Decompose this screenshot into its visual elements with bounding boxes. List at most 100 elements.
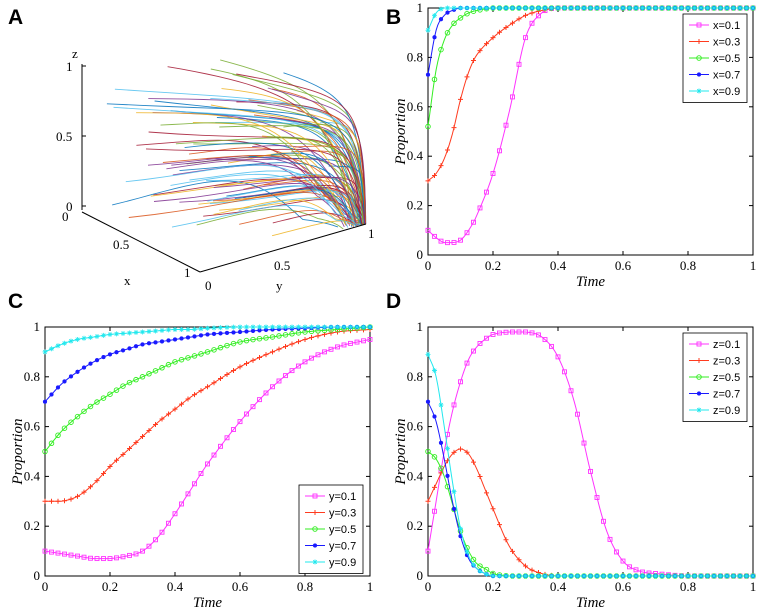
trajectory-curve <box>184 142 353 227</box>
panel-letter-b: B <box>386 6 401 29</box>
legend-label: z=0.3 <box>713 356 740 368</box>
data-point <box>289 331 295 337</box>
data-point <box>659 5 665 11</box>
data-point <box>750 5 756 11</box>
data-point <box>458 5 463 11</box>
trajectory-curve <box>136 139 347 226</box>
data-point <box>289 324 295 330</box>
data-point <box>166 520 171 526</box>
data-point <box>276 324 282 330</box>
data-point <box>263 324 269 330</box>
data-point <box>179 326 184 332</box>
data-point <box>55 550 61 556</box>
data-point <box>224 342 230 349</box>
data-point <box>55 498 61 504</box>
data-point <box>237 364 243 370</box>
y-tick-label: 0 <box>34 568 41 583</box>
data-point <box>205 461 210 467</box>
data-point <box>692 5 697 11</box>
data-point <box>529 10 535 16</box>
x-tick-label: 0.4 <box>550 579 567 594</box>
data-point <box>705 5 710 11</box>
data-point <box>594 573 600 579</box>
data-point <box>744 573 749 579</box>
data-point <box>107 352 113 357</box>
data-point <box>438 402 444 408</box>
legend-label: z=0.7 <box>713 389 740 401</box>
legend-marker <box>696 341 702 347</box>
legend-entry: z=0.7 <box>689 389 740 401</box>
legend: x=0.1 x=0.3 x=0.5 x=0.7 x=0.9 <box>682 13 748 103</box>
legend-entry: x=0.5 <box>689 53 740 65</box>
trajectory-curve <box>239 210 358 227</box>
data-point <box>425 448 431 455</box>
data-point <box>627 573 632 579</box>
data-point <box>588 468 593 474</box>
data-point <box>276 378 282 384</box>
data-point <box>153 340 158 345</box>
data-point <box>88 484 93 490</box>
y-axis-label: Proportion <box>393 418 409 485</box>
data-point <box>146 371 152 377</box>
data-point <box>607 573 613 579</box>
x-tick-label: 0.2 <box>485 579 501 594</box>
data-point <box>192 392 197 398</box>
data-point <box>497 330 502 336</box>
data-point <box>192 481 197 487</box>
data-point <box>497 573 502 579</box>
data-point <box>283 324 288 330</box>
data-point <box>425 227 431 233</box>
panel-d-line-chart: 00 0.2 0.2 0.4 0.4 0.6 0.6 0.8 0.8 1 1 Time Proporti… <box>393 319 756 611</box>
data-point <box>341 342 347 348</box>
data-point <box>445 147 450 153</box>
data-point <box>140 434 145 440</box>
data-point <box>217 344 224 351</box>
data-point <box>257 354 262 360</box>
legend-box <box>682 13 748 103</box>
data-point <box>432 13 437 19</box>
data-point <box>224 324 230 330</box>
y-tick-label: 1 <box>34 319 41 334</box>
data-point <box>120 451 126 457</box>
data-point <box>75 336 80 342</box>
data-point <box>464 449 470 455</box>
data-point <box>231 330 236 335</box>
series-y=0.9 <box>42 324 373 355</box>
data-point <box>296 339 301 345</box>
data-point <box>471 5 476 11</box>
panel-letter-a: A <box>8 6 23 29</box>
data-point <box>607 5 613 11</box>
data-point <box>542 573 548 579</box>
data-point <box>470 556 477 563</box>
data-point <box>698 5 704 11</box>
trajectory-curve <box>136 112 346 226</box>
data-point <box>646 573 652 579</box>
data-point <box>490 332 496 337</box>
data-point <box>497 29 502 35</box>
data-point <box>464 10 470 17</box>
data-point <box>328 324 334 330</box>
legend-marker <box>696 22 702 28</box>
data-point <box>588 5 593 11</box>
data-point <box>94 478 100 484</box>
data-point <box>159 327 165 333</box>
data-point <box>55 385 61 390</box>
data-point <box>601 5 606 11</box>
data-point <box>666 5 671 11</box>
data-point <box>510 573 515 579</box>
data-point <box>471 219 476 225</box>
data-point <box>438 465 444 471</box>
trajectory-curve <box>291 150 365 225</box>
data-point <box>510 329 515 335</box>
legend-entry: y=0.9 <box>305 557 356 569</box>
trajectory-curve <box>271 220 363 237</box>
data-point <box>361 324 366 330</box>
data-point <box>276 346 282 352</box>
data-point <box>263 352 269 358</box>
data-point <box>224 371 230 377</box>
data-point <box>477 474 483 480</box>
data-point <box>425 123 431 130</box>
data-point <box>126 379 133 386</box>
data-point <box>159 529 165 535</box>
data-point <box>627 564 632 570</box>
